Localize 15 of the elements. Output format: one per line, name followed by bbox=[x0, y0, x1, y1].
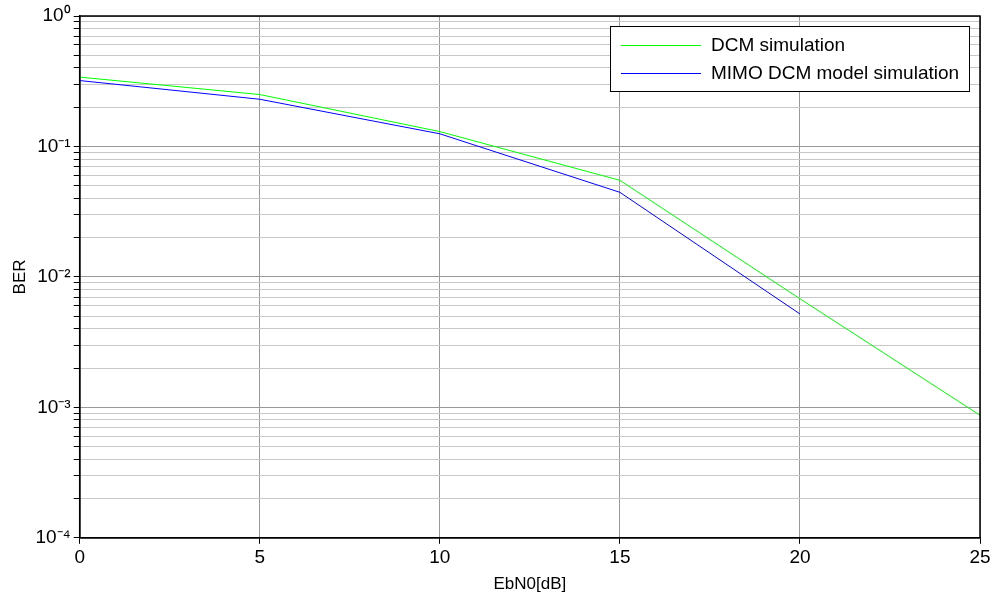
y-axis-title: BER bbox=[9, 259, 29, 295]
x-tick-label: 15 bbox=[609, 546, 631, 568]
x-tick-label: 5 bbox=[254, 546, 266, 568]
y-tick-label: 10⁻³ bbox=[37, 395, 71, 417]
y-tick-label: 10⁰ bbox=[42, 4, 71, 26]
x-tick-label: 10 bbox=[429, 546, 451, 568]
legend-label: DCM simulation bbox=[711, 34, 846, 56]
x-tick-label: 20 bbox=[789, 546, 811, 568]
legend-label: MIMO DCM model simulation bbox=[711, 62, 960, 84]
y-tick-label: 10⁻¹ bbox=[37, 134, 71, 156]
x-tick-label: 25 bbox=[969, 546, 991, 568]
x-tick-label: 0 bbox=[74, 546, 85, 568]
y-tick-label: 10⁻⁴ bbox=[35, 526, 71, 548]
x-axis-title: EbN0[dB] bbox=[493, 574, 567, 594]
y-tick-label: 10⁻² bbox=[37, 265, 71, 287]
